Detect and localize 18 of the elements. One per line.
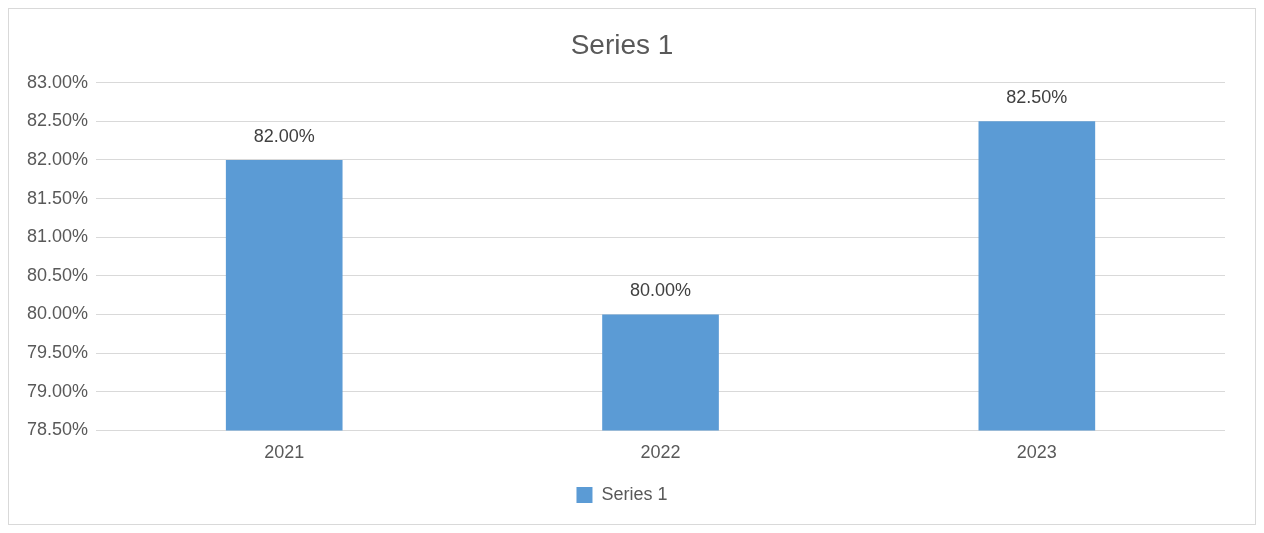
y-tick-label: 81.00% <box>26 226 89 247</box>
y-tick-label: 82.00% <box>26 148 89 169</box>
y-tick-label: 79.00% <box>26 380 89 401</box>
y-tick-label: 80.00% <box>26 303 89 324</box>
y-tick-label: 83.00% <box>26 71 89 92</box>
chart-title: Series 1 <box>570 28 674 60</box>
data-label: 82.00% <box>253 125 315 146</box>
y-tick-label: 79.50% <box>26 342 89 363</box>
data-label: 80.00% <box>629 280 692 301</box>
y-tick-label: 82.50% <box>26 110 89 131</box>
y-tick-label: 78.50% <box>26 419 89 440</box>
data-label: 82.50% <box>1006 87 1068 108</box>
y-tick-label: 81.50% <box>26 187 89 208</box>
legend-label: Series 1 <box>601 483 668 504</box>
y-tick-label: 80.50% <box>26 264 89 285</box>
x-tick-label: 2022 <box>640 442 681 463</box>
x-tick-label: 2021 <box>264 442 305 463</box>
x-tick-label: 2023 <box>1016 442 1057 463</box>
